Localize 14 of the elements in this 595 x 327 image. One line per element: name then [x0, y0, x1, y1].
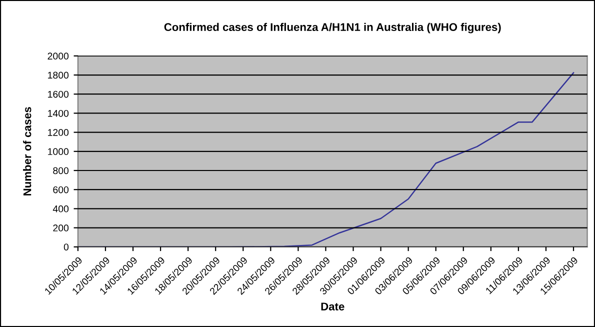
- y-tick-label: 1200: [48, 129, 69, 136]
- chart-title: Confirmed cases of Influenza A/H1N1 in Australia (WHO figures): [164, 22, 501, 34]
- y-tick-label: 400: [52, 205, 69, 212]
- y-tick-label: 200: [53, 224, 69, 232]
- y-tick-label: 800: [53, 167, 69, 174]
- y-tick-label: 2000: [48, 52, 69, 60]
- y-tick-label: 1400: [48, 110, 69, 117]
- y-tick-label: 1600: [48, 90, 69, 98]
- y-axis-title: Number of cases: [23, 107, 32, 196]
- y-tick-label: 1000: [48, 148, 69, 156]
- y-tick-label: 1800: [48, 72, 69, 79]
- y-tick-label: 600: [53, 186, 69, 194]
- y-tick-label: 0: [64, 244, 69, 251]
- x-axis-title: Date: [321, 302, 344, 310]
